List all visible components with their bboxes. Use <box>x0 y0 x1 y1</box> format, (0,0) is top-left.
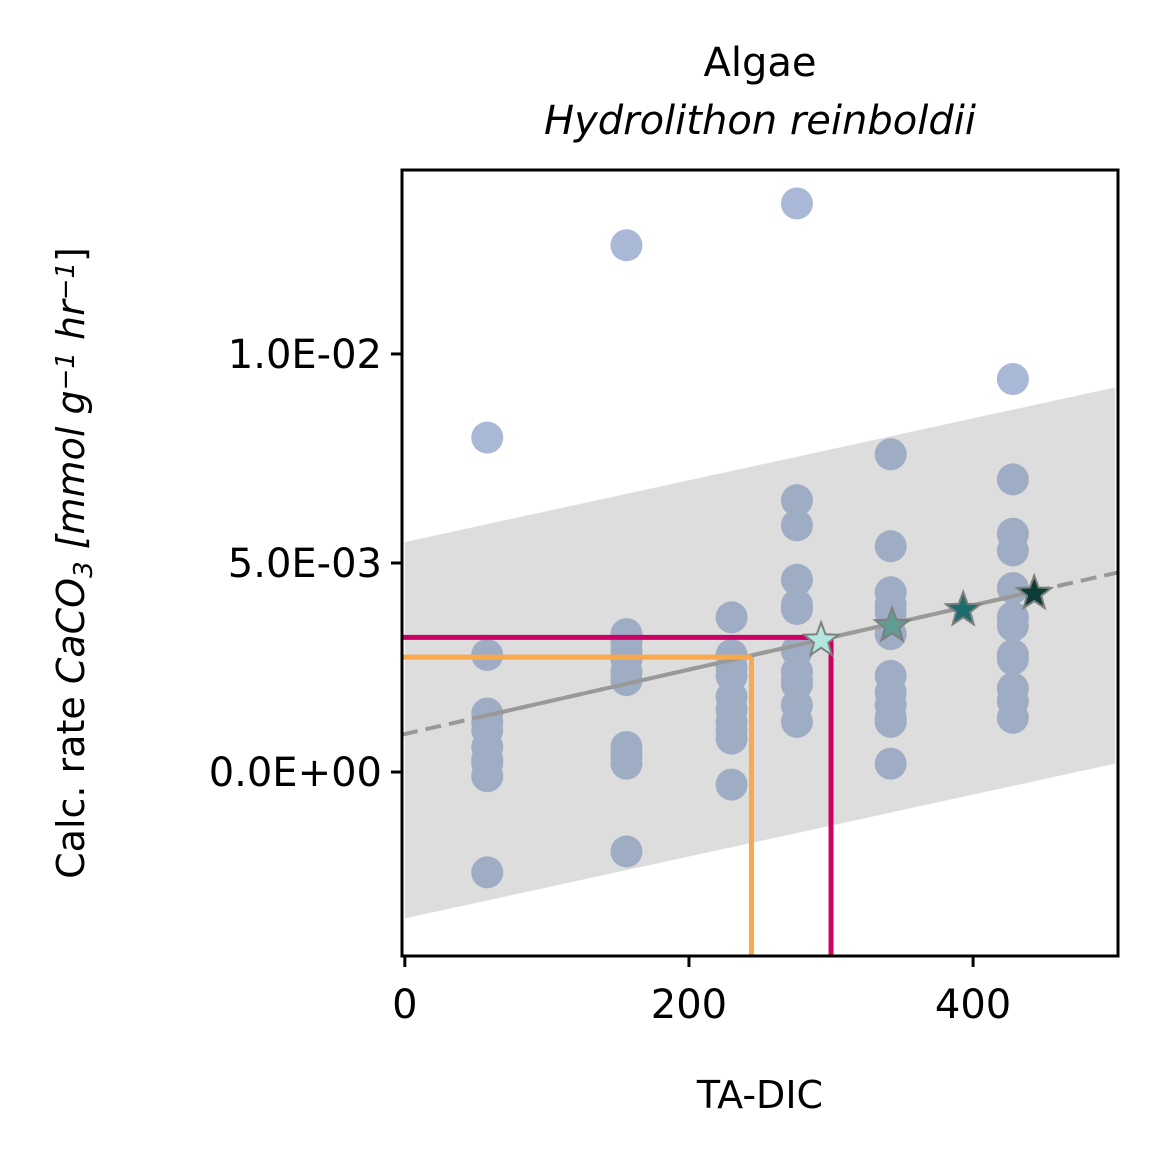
y-tick-label: 0.0E+00 <box>209 750 382 796</box>
y-axis-label-part: hr <box>49 298 93 352</box>
data-point <box>780 705 813 738</box>
data-point <box>715 768 748 801</box>
regression-line <box>486 589 1034 718</box>
data-point <box>874 530 907 563</box>
data-point <box>874 438 907 471</box>
data-point <box>780 484 813 517</box>
y-axis-label-part: −1 <box>51 352 81 390</box>
data-point <box>996 701 1029 734</box>
y-tick-label: 5.0E-03 <box>228 541 382 587</box>
y-tick-label: 1.0E-02 <box>228 332 382 378</box>
y-axis-label-part: [mmol g <box>49 390 93 561</box>
star-marker <box>801 619 841 658</box>
x-axis-label: TA-DIC <box>696 1073 823 1117</box>
data-point <box>874 705 907 738</box>
data-point <box>715 722 748 755</box>
data-point <box>996 643 1029 676</box>
chart-subtitle: Hydrolithon reinboldii <box>544 98 976 144</box>
y-axis-label-part: Calc. rate <box>49 684 93 879</box>
star-marker <box>1014 572 1055 611</box>
data-point <box>471 421 504 454</box>
x-axis: 0 200 400 <box>392 956 1011 1028</box>
y-axis-label: Calc. rate CaCO3 [mmol g−1 hr−1] <box>49 247 99 879</box>
data-point <box>996 534 1029 567</box>
star-marker <box>872 604 912 643</box>
data-point <box>996 609 1029 642</box>
data-point <box>874 747 907 780</box>
data-point <box>471 856 504 889</box>
y-axis-label-part: 3 <box>69 561 99 578</box>
data-point <box>610 229 643 262</box>
data-point <box>610 664 643 697</box>
x-tick-label: 200 <box>651 982 727 1028</box>
data-point <box>780 563 813 596</box>
data-point <box>996 363 1029 396</box>
y-axis-label-part: −1 <box>51 262 81 300</box>
data-point <box>715 601 748 634</box>
data-point <box>471 760 504 793</box>
data-point <box>780 509 813 542</box>
data-point <box>610 835 643 868</box>
star-marker <box>943 588 984 627</box>
data-point <box>780 592 813 625</box>
x-tick-label: 0 <box>392 982 417 1028</box>
y-axis-label-part: CaCO <box>49 578 93 684</box>
y-axis: 0.0E+00 5.0E-03 1.0E-02 <box>209 332 402 796</box>
y-axis-label-part: ] <box>49 247 93 262</box>
data-point <box>610 747 643 780</box>
chart-title: Algae <box>704 40 817 86</box>
data-point <box>780 187 813 220</box>
data-point <box>996 463 1029 496</box>
x-tick-label: 400 <box>935 982 1011 1028</box>
plot-area <box>402 187 1118 956</box>
